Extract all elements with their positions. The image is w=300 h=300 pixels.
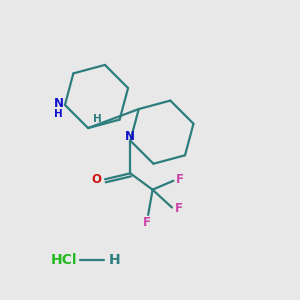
Text: H: H bbox=[54, 110, 63, 119]
Text: N: N bbox=[53, 97, 63, 110]
Text: HCl: HCl bbox=[51, 253, 77, 267]
Text: H: H bbox=[109, 253, 120, 267]
Text: F: F bbox=[176, 173, 184, 186]
Text: O: O bbox=[92, 173, 102, 186]
Text: F: F bbox=[143, 216, 151, 229]
Text: F: F bbox=[175, 202, 182, 215]
Text: H: H bbox=[93, 114, 101, 124]
Text: N: N bbox=[125, 130, 135, 143]
